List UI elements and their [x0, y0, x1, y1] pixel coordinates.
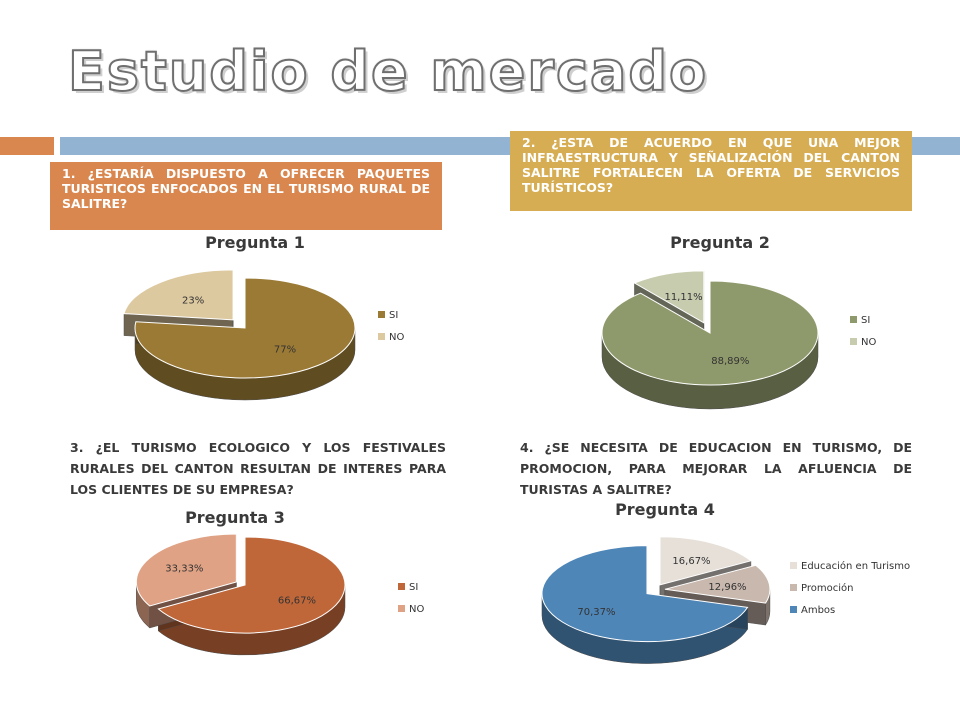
pie-slice-no [633, 270, 705, 324]
legend-label: NO [861, 337, 876, 348]
legend-swatch [790, 606, 797, 613]
pie-slice-si [601, 280, 819, 386]
data-label: 11,11% [664, 292, 702, 303]
legend-swatch [398, 605, 405, 612]
data-label: 12,96% [708, 582, 746, 593]
legend-label: SI [861, 315, 870, 326]
pie-slice-si [134, 277, 356, 379]
legend-label: NO [389, 332, 404, 343]
question-1-box: 1. ¿ESTARÍA DISPUESTO A OFRECER PAQUETES… [50, 162, 442, 230]
legend-swatch [378, 311, 385, 318]
legend-swatch [850, 338, 857, 345]
accent-band-orange [0, 137, 54, 155]
legend-label: NO [409, 604, 424, 615]
pie-slice-no [135, 533, 237, 607]
slide-title: Estudio de mercado [67, 39, 709, 104]
chart-pregunta-2: Pregunta 2 88,89% 11,11% SI NO [601, 233, 876, 410]
data-label: 23% [182, 295, 204, 306]
pie-slice-si [157, 536, 346, 634]
legend-label: Promoción [801, 582, 853, 594]
data-label: 88,89% [711, 356, 749, 367]
chart-pregunta-1: Pregunta 1 77% 23% SI NO [123, 233, 404, 401]
chart-pregunta-3: Pregunta 3 66,67% 33,33% SI NO [135, 508, 424, 656]
legend-label: SI [409, 582, 418, 593]
chart-title: Pregunta 3 [185, 508, 285, 527]
legend-swatch [378, 333, 385, 340]
chart-title: Pregunta 2 [670, 233, 770, 252]
chart-title: Pregunta 4 [615, 500, 715, 519]
legend-swatch [398, 583, 405, 590]
question-4-text: 4. ¿SE NECESITA DE EDUCACION EN TURISMO,… [520, 440, 912, 497]
data-label: 33,33% [165, 564, 203, 575]
pie-slice-educación-en-turismo [659, 536, 753, 586]
chart-pregunta-4: Pregunta 4 16,67% 12,96% 70,37% Educación en… [541, 500, 910, 664]
legend-label: Educación en Turismo [801, 560, 910, 572]
data-label: 70,37% [577, 607, 615, 618]
legend-label: Ambos [801, 605, 835, 616]
pie-slice-no [123, 269, 234, 321]
data-label: 16,67% [672, 556, 710, 567]
pie-slice-ambos [541, 545, 749, 643]
chart-title: Pregunta 1 [205, 233, 305, 252]
data-label: 77% [274, 345, 296, 356]
data-label: 66,67% [278, 595, 316, 606]
question-2-box: 2. ¿ESTA DE ACUERDO EN QUE UNA MEJOR INF… [510, 131, 912, 211]
legend-label: SI [389, 310, 398, 321]
legend-swatch [790, 584, 797, 591]
pie-slice-promoción [664, 564, 771, 604]
legend-swatch [850, 316, 857, 323]
legend-swatch [790, 562, 797, 569]
question-3-text: 3. ¿EL TURISMO ECOLOGICO Y LOS FESTIVALE… [70, 440, 446, 497]
